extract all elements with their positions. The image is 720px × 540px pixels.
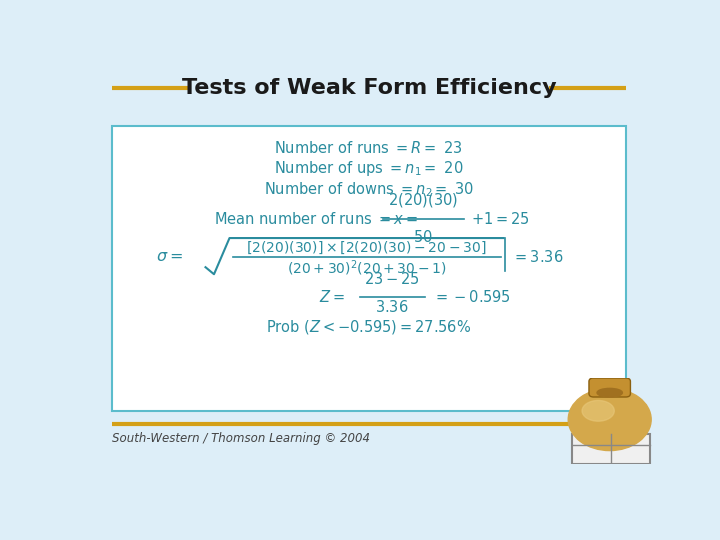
Text: Tests of Weak Form Efficiency: Tests of Weak Form Efficiency (181, 78, 557, 98)
Text: $= 3.36$: $= 3.36$ (513, 248, 564, 265)
Ellipse shape (568, 388, 651, 450)
Text: $= -0.595$: $= -0.595$ (433, 289, 510, 305)
Ellipse shape (597, 388, 622, 397)
Text: $+ 1 = 25$: $+ 1 = 25$ (472, 211, 530, 227)
Text: South-Western / Thomson Learning © 2004: South-Western / Thomson Learning © 2004 (112, 432, 369, 445)
Ellipse shape (582, 401, 614, 421)
Text: Number of ups $= n_1 =$ 20: Number of ups $= n_1 =$ 20 (274, 159, 464, 178)
FancyBboxPatch shape (112, 126, 626, 411)
Text: Number of runs $= R =$ 23: Number of runs $= R =$ 23 (274, 140, 464, 156)
Text: Prob $(Z < -0.595) = 27.56\%$: Prob $(Z < -0.595) = 27.56\%$ (266, 318, 472, 335)
FancyBboxPatch shape (572, 434, 650, 464)
Text: $3.36$: $3.36$ (375, 299, 409, 315)
Text: $[2(20)(30)] \times [2(20)(30) - 20 - 30]$: $[2(20)(30)] \times [2(20)(30) - 20 - 30… (246, 240, 487, 256)
Text: Number of downs $= n_2 =$ 30: Number of downs $= n_2 =$ 30 (264, 180, 474, 199)
FancyBboxPatch shape (589, 378, 631, 397)
Text: $Z =$: $Z =$ (319, 289, 344, 305)
Text: $50$: $50$ (413, 229, 433, 245)
Text: $\sigma =$: $\sigma =$ (156, 249, 183, 264)
Text: $(20 + 30)^2(20 + 30 - 1)$: $(20 + 30)^2(20 + 30 - 1)$ (287, 258, 446, 278)
Text: $23 - 25$: $23 - 25$ (364, 271, 420, 287)
Text: $2(20)(30)$: $2(20)(30)$ (388, 191, 458, 209)
Text: Mean number of runs $= x =$: Mean number of runs $= x =$ (214, 211, 418, 227)
Text: 10 - 11: 10 - 11 (585, 432, 626, 445)
